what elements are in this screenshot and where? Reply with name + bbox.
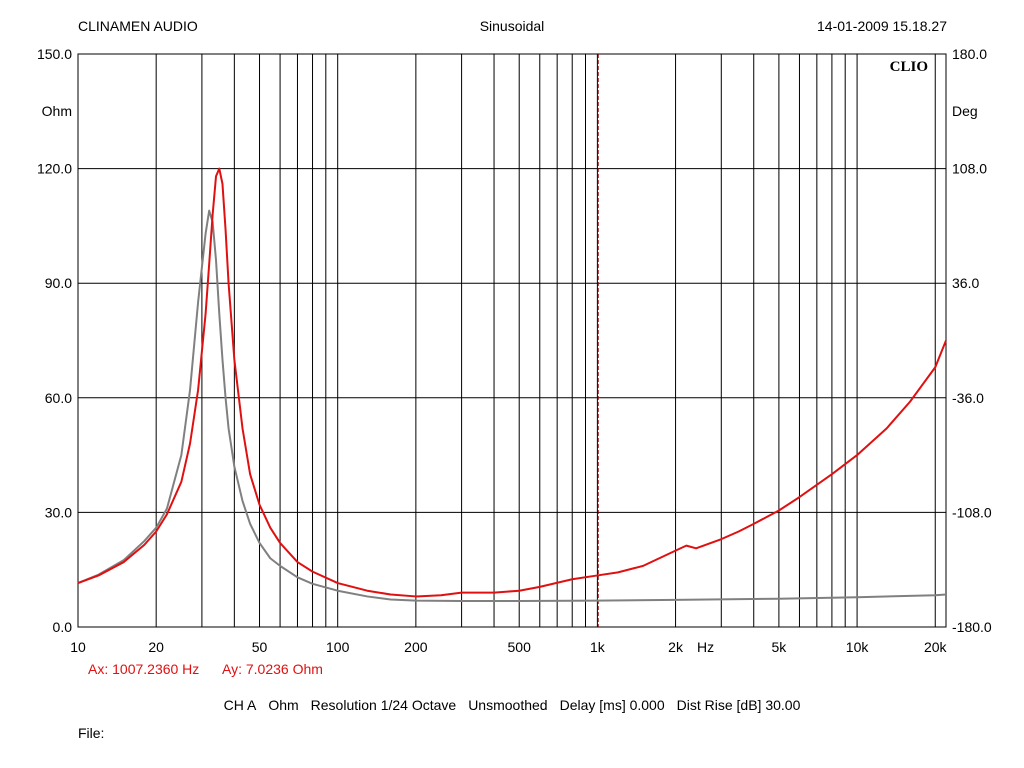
right-tick-label: -108.0 [952,504,992,520]
left-tick-label: 120.0 [37,161,72,177]
left-tick-label: 30.0 [45,504,72,520]
smoothing-label: Unsmoothed [468,697,547,713]
file-label: File: [78,725,104,741]
x-tick-label: 2k [668,639,684,655]
x-tick-label: 200 [404,639,428,655]
channel-label: CH A [224,697,257,713]
delay-label: Delay [ms] 0.000 [560,697,665,713]
left-tick-label: 150.0 [37,46,72,62]
impedance-curve [78,169,946,597]
x-tick-label: 20k [924,639,948,655]
left-axis-label: Ohm [42,103,72,119]
plot-frame [78,54,946,627]
x-tick-label: 10 [70,639,86,655]
left-tick-label: 0.0 [53,619,73,635]
x-tick-label: 10k [846,639,870,655]
x-tick-label: 500 [508,639,532,655]
resolution-label: Resolution 1/24 Octave [311,697,457,713]
x-tick-label: 100 [326,639,350,655]
right-axis-label: Deg [952,103,978,119]
clio-logo: CLIO [890,59,928,75]
right-tick-label: -36.0 [952,390,984,406]
dist-rise-label: Dist Rise [dB] 30.00 [677,697,801,713]
header-timestamp: 14-01-2009 15.18.27 [817,18,947,34]
right-tick-label: 180.0 [952,46,987,62]
cursor-y-readout: Ay: 7.0236 Ohm [222,661,323,677]
right-tick-label: 108.0 [952,161,987,177]
unit-label: Ohm [268,697,298,713]
right-tick-label: 36.0 [952,275,979,291]
x-tick-label: 5k [772,639,788,655]
left-tick-label: 90.0 [45,275,72,291]
right-tick-label: -180.0 [952,619,992,635]
measurement-settings: CH A Ohm Resolution 1/24 Octave Unsmoothed D… [0,697,1024,713]
left-tick-label: 60.0 [45,390,72,406]
x-tick-label: 50 [252,639,268,655]
x-tick-label: 20 [148,639,164,655]
cursor-x-readout: Ax: 1007.2360 Hz [88,661,199,677]
x-tick-label: 1k [590,639,606,655]
x-axis-label: Hz [697,639,714,655]
